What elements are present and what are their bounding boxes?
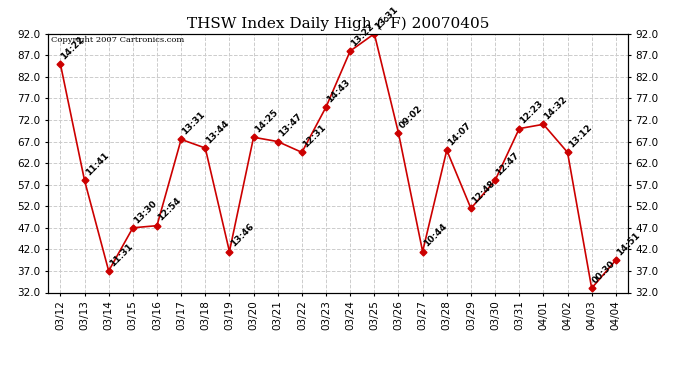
Title: THSW Index Daily High (°F) 20070405: THSW Index Daily High (°F) 20070405 bbox=[187, 17, 489, 31]
Text: 14:22: 14:22 bbox=[59, 34, 86, 61]
Text: 12:48: 12:48 bbox=[470, 179, 497, 206]
Text: 13:30: 13:30 bbox=[132, 198, 159, 225]
Text: 14:43: 14:43 bbox=[325, 78, 352, 104]
Text: 12:54: 12:54 bbox=[156, 196, 183, 223]
Text: 14:32: 14:32 bbox=[542, 95, 569, 122]
Text: 13:31: 13:31 bbox=[373, 4, 400, 31]
Text: 13:22: 13:22 bbox=[349, 22, 376, 48]
Text: 13:12: 13:12 bbox=[566, 123, 593, 150]
Text: 12:47: 12:47 bbox=[494, 151, 521, 178]
Text: 12:31: 12:31 bbox=[301, 123, 328, 150]
Text: 13:46: 13:46 bbox=[228, 222, 255, 249]
Text: 10:44: 10:44 bbox=[422, 222, 448, 249]
Text: 14:07: 14:07 bbox=[446, 121, 473, 147]
Text: 11:41: 11:41 bbox=[83, 151, 110, 178]
Text: 09:02: 09:02 bbox=[397, 104, 424, 130]
Text: 00:30: 00:30 bbox=[591, 259, 618, 285]
Text: Copyright 2007 Cartronics.com: Copyright 2007 Cartronics.com bbox=[51, 36, 184, 44]
Text: 13:47: 13:47 bbox=[277, 112, 304, 139]
Text: 12:23: 12:23 bbox=[518, 99, 545, 126]
Text: 11:31: 11:31 bbox=[108, 242, 135, 268]
Text: 13:44: 13:44 bbox=[204, 118, 231, 145]
Text: 14:25: 14:25 bbox=[253, 108, 279, 135]
Text: 13:31: 13:31 bbox=[180, 110, 207, 136]
Text: 14:51: 14:51 bbox=[615, 231, 642, 257]
